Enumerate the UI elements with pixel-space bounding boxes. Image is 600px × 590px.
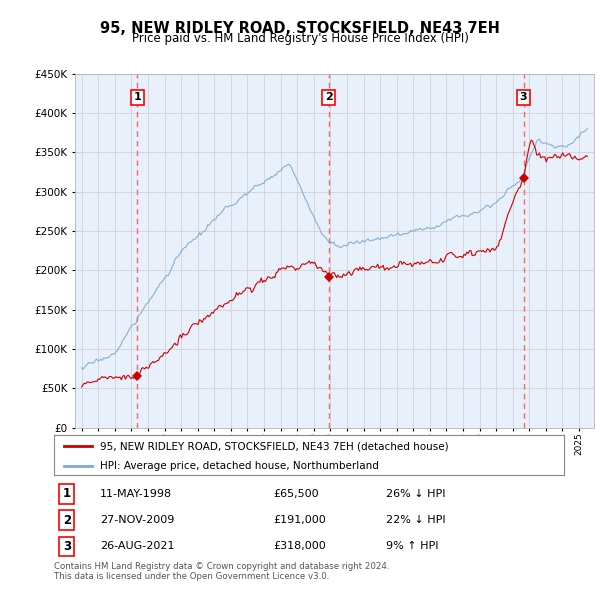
Text: 22% ↓ HPI: 22% ↓ HPI xyxy=(386,515,445,525)
Text: 26-AUG-2021: 26-AUG-2021 xyxy=(100,542,175,552)
Text: 2: 2 xyxy=(62,514,71,527)
Text: £191,000: £191,000 xyxy=(273,515,326,525)
Text: 9% ↑ HPI: 9% ↑ HPI xyxy=(386,542,438,552)
Text: £318,000: £318,000 xyxy=(273,542,326,552)
Text: 27-NOV-2009: 27-NOV-2009 xyxy=(100,515,174,525)
Text: 1: 1 xyxy=(62,487,71,500)
Text: 11-MAY-1998: 11-MAY-1998 xyxy=(100,489,172,499)
Text: £65,500: £65,500 xyxy=(273,489,319,499)
Text: 2: 2 xyxy=(325,93,332,102)
Text: HPI: Average price, detached house, Northumberland: HPI: Average price, detached house, Nort… xyxy=(100,461,379,471)
Text: 1: 1 xyxy=(133,93,141,102)
Text: Price paid vs. HM Land Registry's House Price Index (HPI): Price paid vs. HM Land Registry's House … xyxy=(131,32,469,45)
Text: 26% ↓ HPI: 26% ↓ HPI xyxy=(386,489,445,499)
Text: Contains HM Land Registry data © Crown copyright and database right 2024.
This d: Contains HM Land Registry data © Crown c… xyxy=(54,562,389,581)
Text: 95, NEW RIDLEY ROAD, STOCKSFIELD, NE43 7EH: 95, NEW RIDLEY ROAD, STOCKSFIELD, NE43 7… xyxy=(100,21,500,35)
Text: 95, NEW RIDLEY ROAD, STOCKSFIELD, NE43 7EH (detached house): 95, NEW RIDLEY ROAD, STOCKSFIELD, NE43 7… xyxy=(100,441,449,451)
Text: 3: 3 xyxy=(62,540,71,553)
Text: 3: 3 xyxy=(520,93,527,102)
